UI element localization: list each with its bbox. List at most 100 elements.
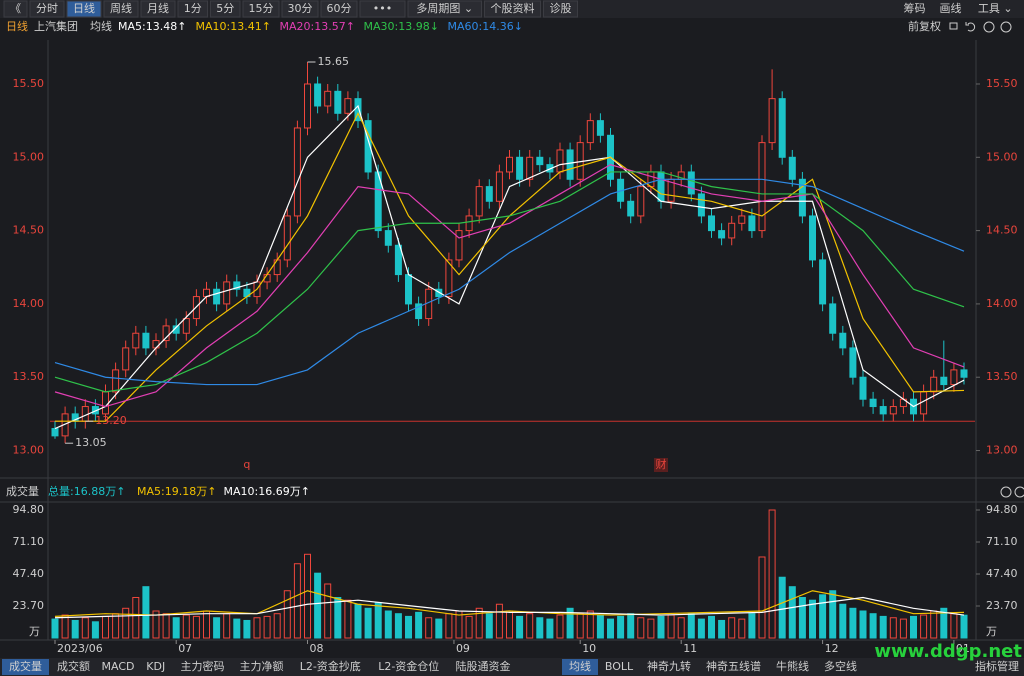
toolbar-label[interactable]: 工具 ⌄ [978,2,1013,15]
tab[interactable] [2,659,49,675]
candle-body [697,193,705,217]
candle-body [102,391,109,415]
toolbar-label[interactable]: 5分 [216,2,234,15]
toolbar-label[interactable]: 周线 [110,1,132,15]
tab-bar [0,658,1024,676]
ma-line [54,178,965,386]
volume-bar [132,596,140,639]
candle-body [506,156,513,173]
tab-label[interactable]: 神奇五线谱 [706,659,761,673]
toolbar-label[interactable]: 月线 [147,1,169,15]
tab-label[interactable]: 多空线 [824,659,857,673]
toolbar-label[interactable]: 60分 [327,2,352,15]
toolbar-button[interactable] [29,0,65,18]
candle-body [122,347,130,371]
candle-body [829,303,837,334]
tab-label[interactable]: 成交额 [57,659,90,673]
toolbar-label[interactable]: 个股资料 [491,1,535,15]
toolbar-button[interactable] [210,0,241,18]
volume-bar [940,607,948,639]
toolbar-label[interactable]: 日线 [73,1,95,15]
tab-label[interactable]: MACD [102,660,135,673]
candle-body [586,120,594,144]
v-tick-label-right: 71.10 [986,535,1018,548]
tab-label[interactable]: 主力净额 [240,659,284,673]
tab-label[interactable]: 陆股通资金 [456,659,511,673]
y-tick-label: 13.50 [13,370,45,383]
event-marker[interactable]: 财 [656,457,667,471]
toolbar-label[interactable]: 筹码 [904,1,926,15]
tab-label[interactable]: 神奇九转 [647,659,691,673]
candle-body [708,215,715,232]
candle-body [889,406,897,415]
tab-label[interactable]: KDJ [146,660,165,673]
y-tick-label-right: 13.50 [986,370,1018,383]
tab-label[interactable]: 指标管理 [975,659,1019,673]
toolbar-button[interactable] [140,0,176,18]
volume-bar [627,613,635,639]
candle-body [304,83,311,129]
volume-bar [889,617,897,639]
volume-bar [112,613,120,639]
candle-body [556,149,564,173]
volume-bar [556,614,564,639]
candle-body [364,120,372,173]
volume-bar [829,590,837,639]
volume-bar [960,614,968,639]
adjust[interactable]: 前复权 [908,19,941,33]
volume-bar [566,607,574,639]
toolbar-label[interactable]: 15分 [249,2,274,15]
event-marker-bg [654,458,668,472]
candle-body [415,303,423,320]
toolbar-label[interactable]: 画线 [940,1,962,15]
tab-label[interactable]: 主力密码 [181,659,225,673]
volume-bar [748,613,756,639]
toolbar-label[interactable]: 诊股 [550,1,572,15]
volume-bar [243,619,251,639]
x-tick-label: 11 [683,642,697,655]
tab-label[interactable]: 均线 [569,659,591,673]
tab-label[interactable]: 牛熊线 [776,659,809,673]
toolbar-button[interactable] [3,0,28,18]
toolbar-button[interactable] [103,0,139,18]
candle-body [495,171,503,202]
period: 日线 [6,19,28,33]
event-marker[interactable]: q [243,458,250,471]
v-unit-right: 万 [986,625,997,638]
toolbar-button[interactable] [484,0,541,18]
toolbar-button[interactable] [242,0,280,18]
toolbar-label[interactable]: 多周期图 ⌄ [416,1,473,15]
candle-body [627,200,635,217]
toolbar-label[interactable]: 30分 [288,2,313,15]
annotation: 13.05 [75,436,107,449]
tab-label[interactable]: 成交量 [9,659,42,673]
toolbar-label[interactable]: 《 [10,2,21,15]
candle-body [849,347,857,378]
toolbar-button[interactable] [359,0,406,18]
toolbar-button[interactable] [543,0,578,18]
tab[interactable] [562,659,598,675]
candle-body [748,215,756,232]
toolbar-button[interactable] [66,0,102,18]
toolbar-button[interactable] [407,0,482,18]
tab-label[interactable]: BOLL [605,660,634,673]
volume-bar [61,614,69,639]
toolbar-label[interactable]: ••• [373,2,392,15]
toolbar-label[interactable]: 1分 [184,2,202,15]
volume-bar [596,614,604,639]
tab-label[interactable]: L2-资金抄底 [300,659,361,673]
candle-body [859,376,867,400]
candle-body [142,332,150,349]
volume-bar [172,617,180,639]
candle-body [869,398,877,408]
toolbar-button[interactable] [320,0,358,18]
volume-bar [849,607,857,639]
y-tick-label: 13.00 [13,444,45,457]
candle-body [930,376,938,393]
candle-body [344,98,352,114]
toolbar-label[interactable]: 分时 [36,2,58,15]
toolbar-button[interactable] [281,0,319,18]
v-tick-label-right: 23.70 [986,599,1018,612]
tab-label[interactable]: L2-资金仓位 [378,659,439,673]
toolbar-button[interactable] [177,0,208,18]
